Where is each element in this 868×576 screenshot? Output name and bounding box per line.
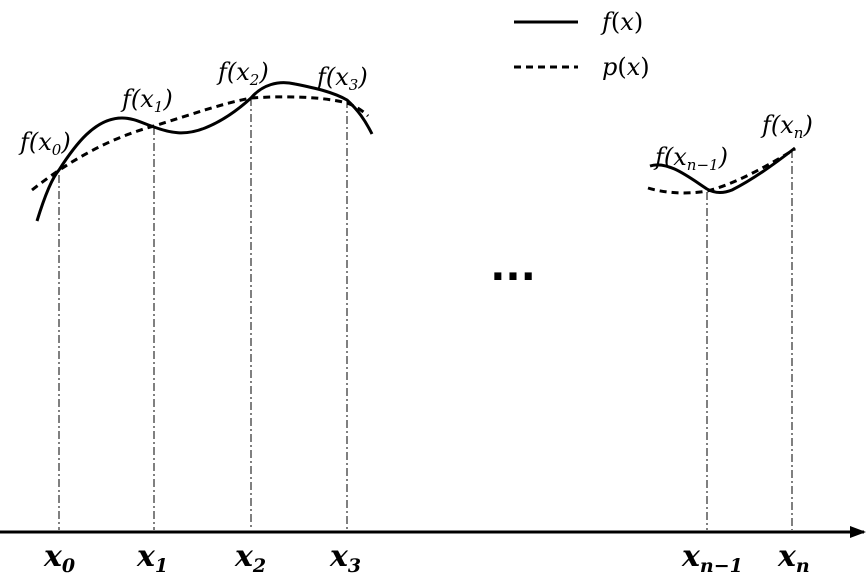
fval-label-x1: f(x1) [120, 85, 173, 116]
axis-label-x0: x0 [43, 539, 75, 576]
p-curve-left [31, 95, 370, 192]
axis-label-x2: x2 [234, 539, 266, 576]
p-curve-right [647, 147, 796, 195]
axis-label-xn: xn [777, 539, 810, 576]
legend: f(x) p(x) [514, 8, 650, 81]
axis-node-labels: x0 x1 x2 x3 xn−1 xn [43, 539, 810, 576]
function-value-labels: f(x0) f(x1) f(x2) f(x3) f(xn−1) f(xn) [18, 58, 813, 174]
fval-label-xn-1: f(xn−1) [653, 143, 728, 174]
f-curve-right [649, 146, 796, 194]
guide-lines [58, 98, 793, 530]
fval-label-x2: f(x2) [216, 58, 269, 89]
fval-label-xn: f(xn) [760, 111, 813, 142]
fval-label-x0: f(x0) [18, 128, 71, 159]
axis-label-x3: x3 [329, 539, 361, 576]
ellipsis: ... [490, 244, 536, 290]
legend-label-f: f(x) [600, 8, 643, 36]
fval-label-x3: f(x3) [315, 63, 368, 94]
axis-label-xn-1: xn−1 [681, 539, 743, 576]
f-curve-left [35, 81, 374, 222]
legend-label-p: p(x) [602, 53, 650, 81]
axis-label-x1: x1 [136, 539, 168, 576]
